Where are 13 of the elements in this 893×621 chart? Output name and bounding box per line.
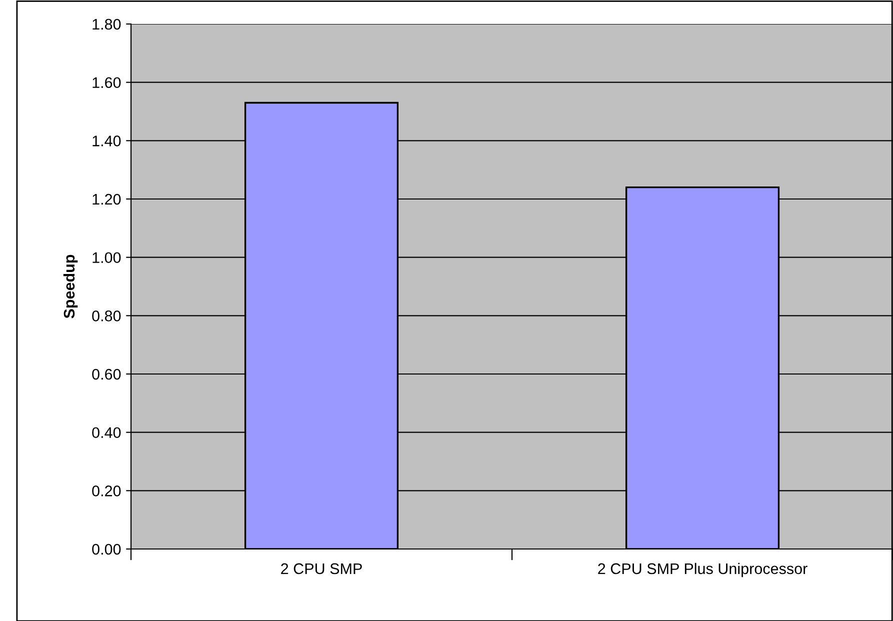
y-axis-title: Speedup bbox=[63, 254, 78, 318]
y-tick-label: 0.60 bbox=[92, 368, 121, 380]
y-tick-label: 0.20 bbox=[92, 486, 121, 496]
x-tick-label: 2 CPU SMP Plus Uniprocessor bbox=[598, 562, 808, 578]
y-tick-label: 1.40 bbox=[92, 136, 121, 146]
y-tick-label: 1.80 bbox=[92, 18, 121, 30]
x-tick-label: 2 CPU SMP bbox=[281, 563, 362, 574]
y-tick-label: 1.20 bbox=[92, 194, 121, 205]
y-tick-label: 0.80 bbox=[92, 310, 121, 322]
y-tick-label: 0.00 bbox=[92, 544, 121, 555]
y-tick-label: 0.40 bbox=[92, 427, 121, 438]
y-tick-label: 1.60 bbox=[92, 77, 121, 88]
y-tick-label: 1.00 bbox=[92, 252, 121, 264]
